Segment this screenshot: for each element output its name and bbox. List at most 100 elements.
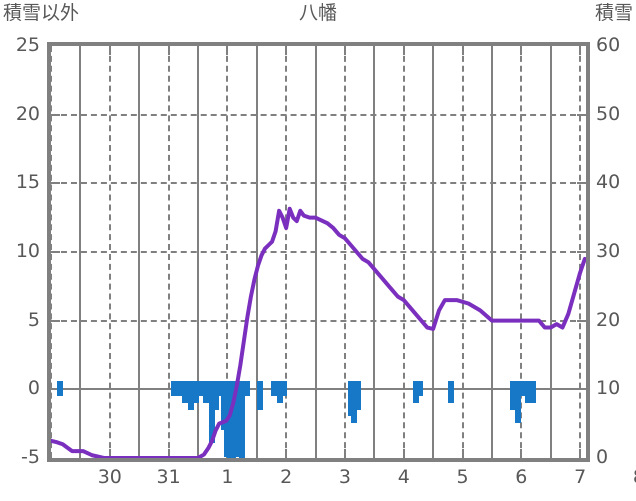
left-axis-tick-label: 15 (15, 171, 40, 194)
precipitation-bar (177, 381, 184, 397)
y-tick (51, 388, 60, 391)
x-axis-tick-label: 5 (456, 466, 469, 488)
snow-depth-path (51, 206, 586, 458)
gridline-horizontal (51, 319, 586, 322)
precipitation-bar (199, 381, 206, 397)
x-tick-minor (402, 449, 405, 458)
y-tick (51, 182, 60, 185)
x-axis-tick-label: 7 (574, 466, 587, 488)
precipitation-bar (217, 381, 224, 397)
right-axis-tick-label: 0 (596, 446, 609, 468)
x-tick-minor (520, 46, 523, 55)
precipitation-bar (187, 381, 194, 410)
precipitation-bar (525, 381, 532, 403)
right-axis-tick-label: 50 (596, 102, 621, 125)
left-axis-tick-label: 5 (27, 308, 40, 331)
precipitation-bar (182, 381, 189, 403)
precipitation-bar (447, 381, 454, 403)
y-tick (577, 113, 586, 116)
right-axis-title: 積雪 (594, 2, 633, 24)
x-axis-tick-label: 31 (156, 466, 181, 488)
x-tick-minor (167, 449, 170, 458)
precipitation-bar (347, 381, 354, 417)
x-tick (314, 46, 317, 55)
x-tick (138, 46, 141, 55)
x-tick-minor (108, 449, 111, 458)
precipitation-bar (192, 381, 199, 403)
x-tick-minor (461, 449, 464, 458)
x-tick (79, 46, 82, 55)
x-tick (432, 46, 435, 55)
y-tick (51, 319, 60, 322)
precipitation-bar (171, 381, 178, 397)
right-axis-tick-label: 40 (596, 171, 621, 194)
precipitation-bar (280, 381, 287, 397)
x-tick (79, 449, 82, 458)
left-axis-tick-label: 20 (15, 102, 40, 125)
x-tick (255, 449, 258, 458)
left-axis-tick-label: -5 (21, 446, 40, 468)
precipitation-bar (277, 381, 284, 403)
left-axis-title: 積雪以外 (3, 2, 80, 24)
gridline-horizontal (51, 182, 586, 185)
precipitation-bar (354, 381, 361, 410)
x-tick (432, 449, 435, 458)
left-axis-tick-label: 25 (15, 34, 40, 56)
right-axis-tick-label: 20 (596, 308, 621, 331)
x-tick-minor (343, 46, 346, 55)
x-tick (490, 46, 493, 55)
x-tick-minor (520, 449, 523, 458)
right-axis-tick-label: 10 (596, 377, 621, 400)
x-tick (314, 449, 317, 458)
x-tick (549, 449, 552, 458)
x-axis-tick-label: 8 (619, 468, 636, 487)
x-tick (138, 449, 141, 458)
precipitation-bar (530, 381, 537, 403)
x-axis-tick-label: 2 (280, 466, 293, 488)
precipitation-bar (509, 381, 516, 410)
x-tick (255, 46, 258, 55)
x-tick (373, 46, 376, 55)
y-tick (577, 319, 586, 322)
x-tick-minor (285, 46, 288, 55)
x-tick-minor (343, 449, 346, 458)
x-tick-minor (226, 46, 229, 55)
precipitation-bar (213, 381, 220, 410)
x-tick (196, 449, 199, 458)
plot-inner (51, 46, 586, 458)
x-tick-minor (285, 449, 288, 458)
gridline-horizontal (51, 113, 586, 116)
precipitation-bar (515, 381, 522, 424)
right-axis-tick-label: 30 (596, 240, 621, 262)
x-tick (373, 449, 376, 458)
x-axis-tick-label: 6 (515, 466, 528, 488)
x-tick (549, 46, 552, 55)
x-axis-tick-label: 30 (97, 466, 122, 488)
plot-area (47, 42, 590, 462)
x-tick-minor (579, 46, 582, 55)
x-tick (490, 449, 493, 458)
precipitation-bar (351, 381, 358, 424)
x-axis-tick-label: 1 (221, 466, 234, 488)
x-axis-tick-label: 4 (397, 466, 410, 488)
precipitation-bar (239, 381, 246, 458)
x-tick (196, 46, 199, 55)
y-tick (577, 388, 586, 391)
precipitation-bar (244, 381, 251, 397)
x-axis-tick-label: 3 (338, 466, 351, 488)
y-tick (577, 182, 586, 185)
x-tick-minor (402, 46, 405, 55)
right-axis-tick-label: 60 (596, 34, 621, 56)
x-tick-minor (167, 46, 170, 55)
snow-depth-line (51, 206, 586, 458)
x-tick-minor (579, 449, 582, 458)
gridline-horizontal (51, 251, 586, 253)
precipitation-bar (209, 381, 216, 444)
precipitation-bar (412, 381, 419, 403)
left-axis-tick-label: 10 (15, 240, 40, 262)
y-tick (51, 113, 60, 116)
precipitation-bar (417, 381, 424, 397)
x-tick-minor (108, 46, 111, 55)
x-tick-minor (461, 46, 464, 55)
